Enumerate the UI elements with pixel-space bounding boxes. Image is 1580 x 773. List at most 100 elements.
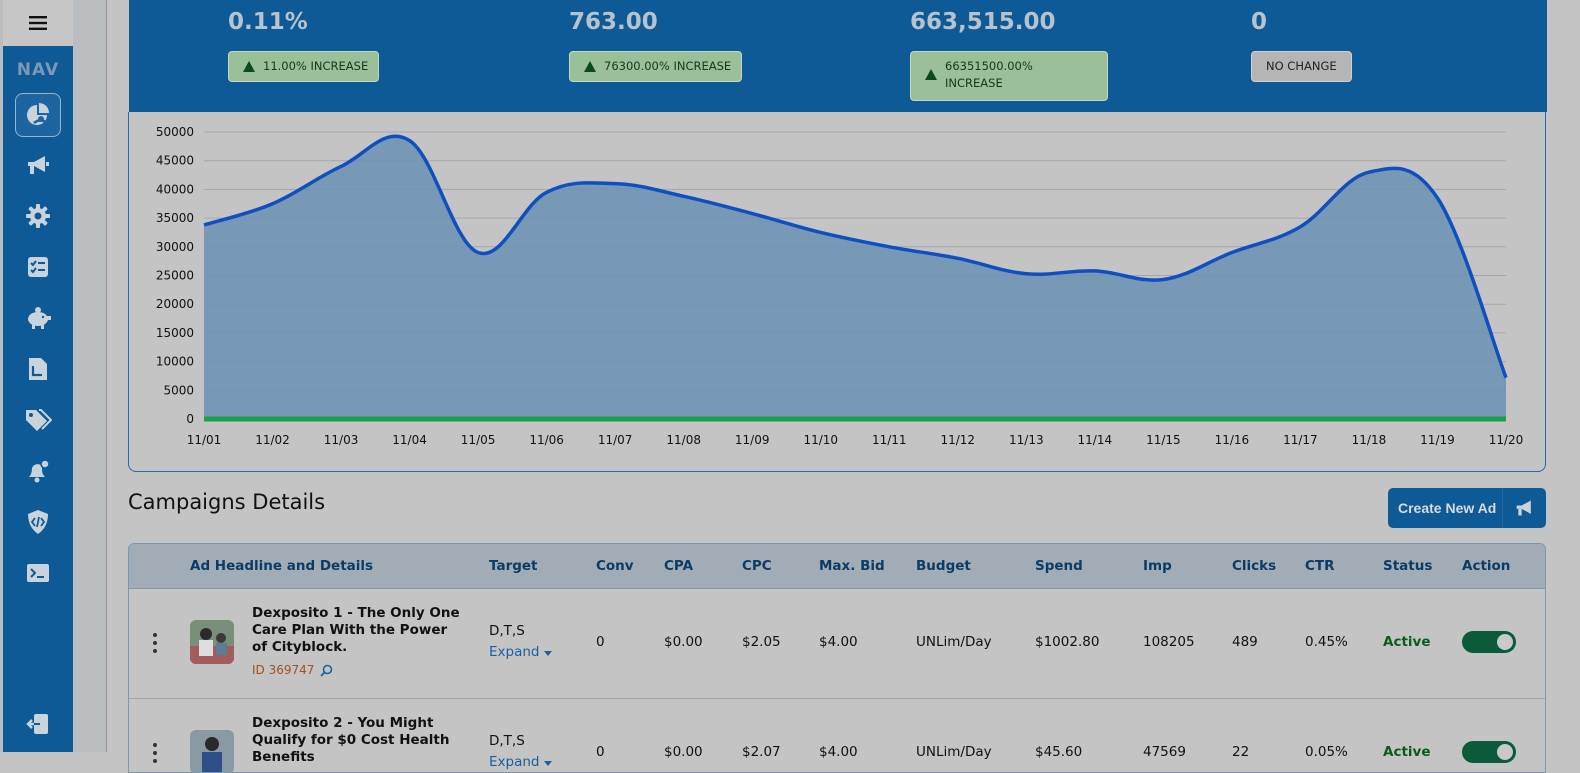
column-header[interactable]: Budget	[916, 558, 971, 574]
column-header[interactable]: Imp	[1143, 558, 1172, 574]
stat-card: 663,515.00 66351500.00% INCREASE	[910, 0, 1108, 101]
column-header[interactable]: Target	[489, 558, 538, 574]
y-tick-label: 20000	[156, 297, 194, 311]
ad-headline[interactable]: Dexposito 2 - You Might Qualify for $0 C…	[252, 715, 450, 765]
megaphone-icon	[1502, 488, 1546, 528]
sidebar: NAV	[0, 0, 107, 752]
x-tick-label: 11/18	[1352, 433, 1387, 447]
cell-clicks: 489	[1232, 634, 1258, 650]
expand-link[interactable]: Expand	[489, 754, 552, 770]
stat-card: 0 NO CHANGE	[1251, 0, 1352, 82]
cell-budget: UNLim/Day	[916, 744, 992, 760]
column-header[interactable]: CPC	[742, 558, 772, 574]
x-tick-label: 11/05	[461, 433, 496, 447]
x-tick-label: 11/06	[529, 433, 564, 447]
x-tick-label: 11/03	[324, 433, 359, 447]
status-badge: Active	[1383, 634, 1431, 650]
cell-cpc: $2.07	[742, 744, 781, 760]
y-tick-label: 0	[186, 412, 194, 426]
logout-icon	[26, 714, 48, 734]
nav-item-tasks[interactable]	[13, 246, 63, 288]
stat-badge-line1: 66351500.00%	[945, 59, 1033, 73]
column-header[interactable]: Max. Bid	[819, 558, 885, 574]
search-icon[interactable]	[320, 664, 333, 677]
stat-badge-label: NO CHANGE	[1266, 59, 1337, 73]
triangle-up-icon	[925, 69, 937, 80]
document-icon	[29, 358, 47, 380]
stat-badge: 76300.00% INCREASE	[569, 51, 743, 82]
column-header[interactable]: Clicks	[1232, 558, 1277, 574]
ad-id: ID 369747	[252, 663, 333, 677]
x-tick-label: 11/10	[803, 433, 838, 447]
column-header[interactable]: CPA	[664, 558, 694, 574]
stat-badge-label: 11.00% INCREASE	[263, 59, 369, 73]
y-tick-label: 5000	[163, 383, 194, 397]
x-tick-label: 11/12	[940, 433, 975, 447]
cell-ctr: 0.05%	[1305, 744, 1348, 760]
ad-thumbnail[interactable]	[190, 620, 234, 664]
column-header[interactable]: Spend	[1035, 558, 1083, 574]
nav-rail: NAV	[3, 0, 73, 752]
cell-cpc: $2.05	[742, 634, 781, 650]
x-tick-label: 11/16	[1215, 433, 1250, 447]
nav-item-settings[interactable]	[13, 195, 63, 237]
stat-badge: 66351500.00% INCREASE	[910, 51, 1108, 101]
chart-svg: 0 5000 10000 15000 20000 25000 30000 35000 40000…	[156, 125, 1524, 447]
code-shield-icon	[28, 510, 48, 534]
caret-down-icon	[543, 651, 552, 656]
nav-item-reports[interactable]	[13, 348, 63, 390]
stat-value: 763.00	[569, 9, 658, 35]
row-menu-icon[interactable]	[152, 743, 158, 763]
triangle-up-icon	[243, 61, 255, 72]
x-tick-label: 11/17	[1283, 433, 1318, 447]
nav-item-logout[interactable]	[13, 703, 63, 745]
active-toggle[interactable]	[1462, 741, 1516, 763]
x-tick-label: 11/08	[666, 433, 701, 447]
x-tick-label: 11/15	[1146, 433, 1181, 447]
piggy-bank-icon	[28, 307, 51, 329]
x-tick-label: 11/04	[392, 433, 427, 447]
nav-item-tags[interactable]	[13, 399, 63, 441]
expand-label: Expand	[489, 644, 540, 660]
y-tick-label: 30000	[156, 240, 194, 254]
nav-item-campaigns[interactable]	[13, 144, 63, 186]
cell-target: D,T,S	[489, 623, 525, 639]
caret-down-icon	[543, 761, 552, 766]
nav-item-developer[interactable]	[13, 501, 63, 543]
cell-budget: UNLim/Day	[916, 634, 992, 650]
menu-button[interactable]	[3, 0, 73, 46]
column-header[interactable]: Conv	[596, 558, 634, 574]
create-new-ad-label: Create New Ad	[1398, 500, 1497, 516]
active-toggle[interactable]	[1462, 631, 1516, 653]
series-line	[203, 134, 1508, 379]
column-header[interactable]: Status	[1383, 558, 1433, 574]
stats-bar: 0.11% 11.00% INCREASE 763.00 76300.00% I…	[129, 0, 1547, 112]
nav-item-budget[interactable]	[13, 297, 63, 339]
ad-headline[interactable]: Dexposito 1 - The Only One Care Plan Wit…	[252, 605, 460, 655]
nav-item-console[interactable]	[13, 552, 63, 594]
stat-value: 663,515.00	[910, 9, 1056, 35]
row-menu-icon[interactable]	[152, 633, 158, 653]
ad-thumbnail[interactable]	[190, 730, 234, 772]
triangle-up-icon	[584, 61, 596, 72]
expand-link[interactable]: Expand	[489, 644, 552, 660]
y-tick-label: 10000	[156, 355, 194, 369]
cell-target: D,T,S	[489, 733, 525, 749]
tags-icon	[26, 409, 52, 431]
nav-item-dashboard[interactable]	[15, 93, 61, 137]
cell-imp: 108205	[1143, 634, 1195, 650]
create-new-ad-button[interactable]: Create New Ad	[1388, 488, 1546, 528]
cell-imp: 47569	[1143, 744, 1186, 760]
campaigns-table: Ad Headline and Details Target Conv CPA …	[128, 543, 1546, 773]
column-header[interactable]: CTR	[1305, 558, 1335, 574]
menu-icon	[29, 16, 47, 30]
stat-badge-label: 76300.00% INCREASE	[604, 59, 732, 73]
y-tick-label: 50000	[156, 125, 194, 139]
column-header[interactable]: Ad Headline and Details	[190, 558, 374, 574]
y-tick-label: 40000	[156, 182, 194, 196]
stat-value: 0.11%	[228, 9, 308, 35]
column-header[interactable]: Action	[1462, 558, 1511, 574]
nav-item-alerts[interactable]	[13, 450, 63, 492]
x-tick-label: 11/20	[1489, 433, 1524, 447]
cell-ctr: 0.45%	[1305, 634, 1348, 650]
